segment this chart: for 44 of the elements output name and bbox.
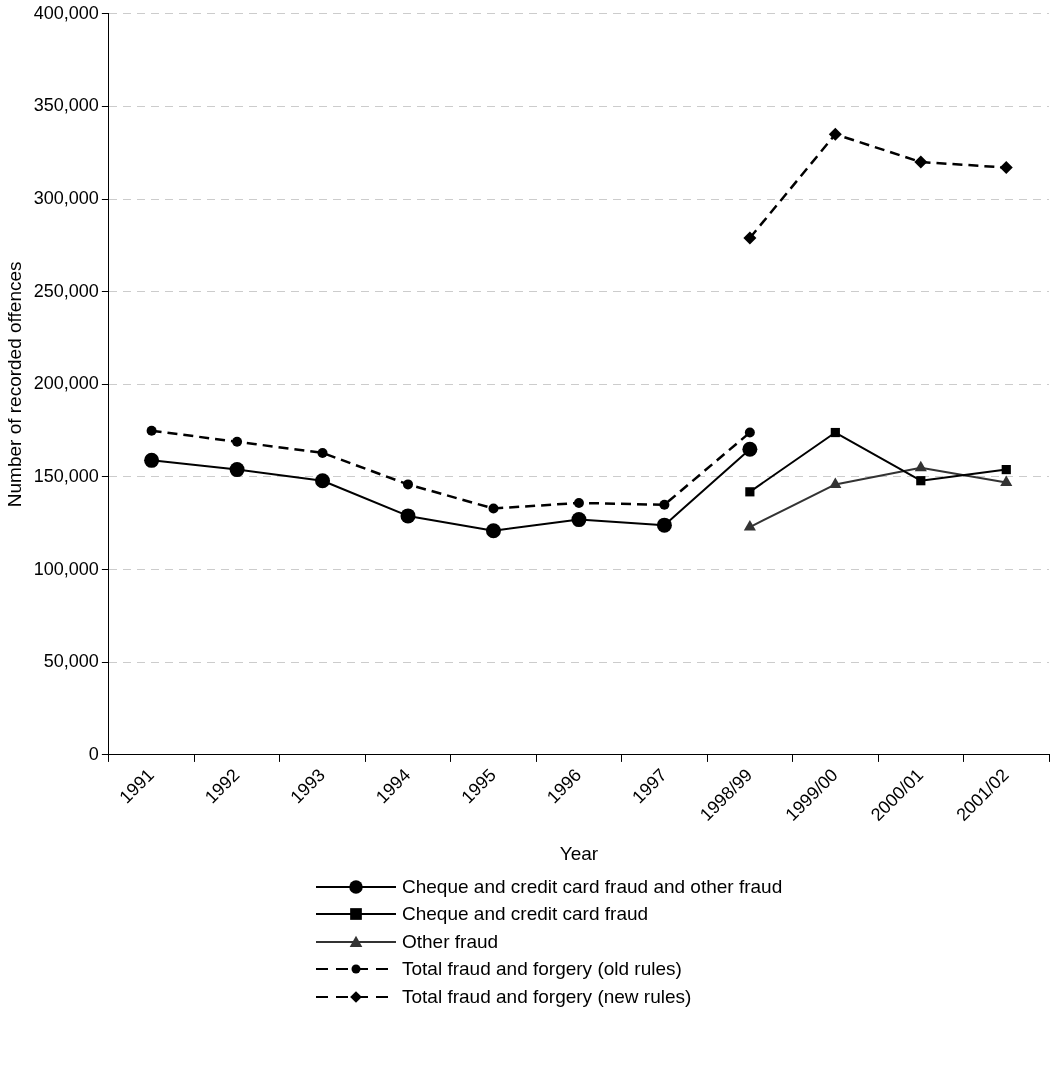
y-axis-title: Number of recorded offences bbox=[3, 261, 25, 508]
point bbox=[144, 452, 160, 468]
point bbox=[656, 517, 672, 533]
point bbox=[659, 499, 670, 510]
point bbox=[830, 427, 840, 438]
y-tick-label: 50,000 bbox=[43, 651, 99, 672]
point bbox=[317, 447, 328, 458]
point bbox=[571, 512, 587, 528]
point bbox=[743, 520, 756, 531]
point bbox=[916, 476, 926, 486]
point bbox=[999, 161, 1013, 175]
point bbox=[1000, 475, 1013, 487]
point bbox=[229, 462, 245, 478]
point bbox=[573, 497, 584, 508]
point bbox=[742, 441, 758, 457]
legend-label: Other fraud bbox=[402, 930, 499, 953]
point bbox=[829, 477, 842, 488]
point bbox=[745, 487, 755, 497]
y-tick-label: 200,000 bbox=[33, 373, 99, 394]
point bbox=[828, 127, 842, 141]
legend-label: Total fraud and forgery (old rules) bbox=[402, 958, 682, 981]
point bbox=[146, 425, 157, 436]
point bbox=[403, 479, 413, 490]
point bbox=[914, 460, 927, 472]
x-axis-title: Year bbox=[559, 842, 599, 864]
y-tick-label: 300,000 bbox=[33, 188, 99, 209]
legend-label: Cheque and credit card fraud and other fraud bbox=[402, 875, 783, 898]
point bbox=[400, 508, 416, 524]
legend-label: Cheque and credit card fraud bbox=[402, 903, 649, 926]
point bbox=[1001, 464, 1011, 475]
point bbox=[232, 436, 243, 447]
y-tick-label: 100,000 bbox=[33, 558, 99, 579]
legend-label: Total fraud and forgery (new rules) bbox=[402, 985, 692, 1008]
point bbox=[744, 427, 755, 438]
y-tick-label: 400,000 bbox=[33, 2, 99, 23]
y-tick-label: 150,000 bbox=[33, 465, 99, 486]
point bbox=[485, 523, 501, 539]
y-tick-label: 250,000 bbox=[33, 280, 99, 301]
point bbox=[488, 503, 499, 514]
point bbox=[914, 155, 928, 169]
point bbox=[743, 231, 757, 245]
point bbox=[315, 473, 331, 489]
y-tick-label: 0 bbox=[88, 743, 99, 764]
y-tick-label: 350,000 bbox=[33, 95, 99, 116]
